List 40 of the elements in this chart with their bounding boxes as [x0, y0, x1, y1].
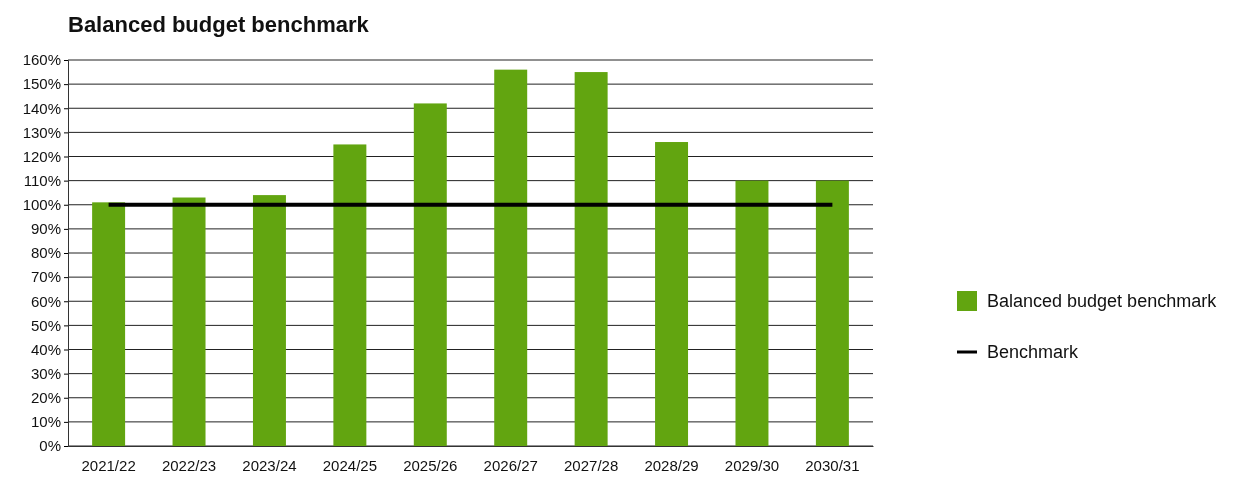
bar — [735, 180, 769, 446]
y-tick-label: 150% — [22, 75, 61, 93]
y-tick-label: 90% — [30, 220, 61, 238]
y-tick-label: 40% — [30, 340, 61, 358]
bar — [574, 72, 608, 446]
bar — [252, 195, 286, 446]
x-tick-label: 2027/28 — [564, 456, 619, 474]
x-tick-label: 2025/26 — [403, 456, 458, 474]
bar — [655, 142, 689, 446]
x-tick-label: 2024/25 — [322, 456, 377, 474]
y-tick-label: 130% — [22, 123, 61, 141]
x-tick-label: 2023/24 — [242, 456, 297, 474]
bar — [413, 103, 447, 446]
x-tick-label: 2030/31 — [805, 456, 860, 474]
y-tick-label: 140% — [22, 99, 61, 117]
bar — [815, 180, 849, 446]
y-tick-label: 110% — [23, 171, 61, 189]
bar — [333, 144, 367, 446]
legend-label: Balanced budget benchmark — [987, 291, 1218, 311]
x-tick-label: 2026/27 — [483, 456, 538, 474]
chart-title: Balanced budget benchmark — [68, 12, 370, 37]
x-tick-label: 2028/29 — [644, 456, 699, 474]
y-tick-label: 10% — [30, 413, 61, 431]
y-tick-label: 30% — [30, 364, 61, 382]
y-tick-label: 20% — [30, 389, 61, 407]
bar — [494, 69, 528, 446]
x-tick-label: 2029/30 — [724, 456, 780, 474]
y-tick-label: 160% — [22, 51, 61, 69]
x-tick-label: 2022/23 — [161, 456, 217, 474]
y-tick-label: 80% — [30, 244, 61, 262]
x-tick-label: 2021/22 — [81, 456, 136, 474]
y-tick-label: 0% — [39, 437, 61, 455]
y-tick-label: 100% — [22, 196, 61, 214]
bar — [92, 202, 126, 446]
y-tick-label: 70% — [30, 268, 61, 286]
bar — [172, 197, 206, 446]
legend-label: Benchmark — [987, 342, 1080, 362]
y-tick-label: 120% — [22, 147, 61, 165]
y-tick-label: 50% — [30, 316, 61, 334]
y-tick-label: 60% — [30, 292, 61, 310]
